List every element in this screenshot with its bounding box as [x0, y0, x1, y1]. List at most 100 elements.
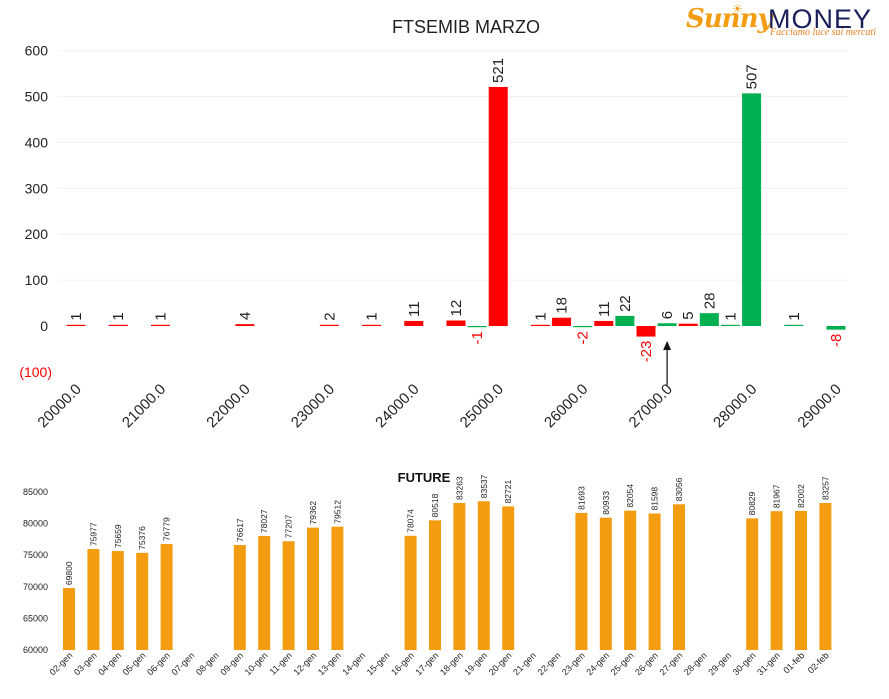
- x-tick-label: 20000.0: [34, 381, 84, 431]
- future-x-tick-label: 19-gen: [462, 650, 489, 677]
- data-label: 521: [490, 58, 507, 83]
- future-bar: [429, 520, 441, 650]
- x-tick-label: 27000.0: [626, 381, 676, 431]
- future-x-tick-label: 09-gen: [218, 650, 245, 677]
- bar: [109, 325, 128, 326]
- future-x-tick-label: 25-gen: [609, 650, 636, 677]
- chart-title: FTSEMIB MARZO: [392, 17, 540, 37]
- future-x-tick-label: 07-gen: [170, 650, 197, 677]
- bar: [827, 326, 846, 330]
- future-x-tick-label: 26-gen: [633, 650, 660, 677]
- future-chart-title: FUTURE: [398, 470, 451, 485]
- charts-canvas: FTSEMIB MARZO6005004003002001000(100)200…: [0, 0, 889, 699]
- bar: [552, 318, 571, 326]
- bar: [637, 326, 656, 337]
- data-label: 12: [448, 300, 465, 317]
- future-bar: [575, 513, 587, 650]
- data-label: 507: [744, 64, 761, 89]
- bar: [742, 93, 761, 326]
- x-tick-label: 26000.0: [541, 381, 591, 431]
- data-label: 1: [364, 312, 381, 320]
- data-label: 4: [237, 312, 254, 320]
- future-y-tick-label: 80000: [23, 519, 48, 529]
- future-data-label: 80518: [430, 493, 440, 517]
- future-y-tick-label: 60000: [23, 645, 48, 655]
- future-bar: [87, 549, 99, 650]
- future-x-tick-label: 30-gen: [731, 650, 758, 677]
- x-tick-label: 22000.0: [203, 381, 253, 431]
- future-bar: [63, 588, 75, 650]
- future-bar: [258, 536, 270, 650]
- future-x-tick-label: 22-gen: [536, 650, 563, 677]
- future-x-tick-label: 16-gen: [389, 650, 416, 677]
- future-data-label: 79362: [308, 501, 318, 525]
- data-label: 1: [786, 312, 803, 320]
- future-bar: [136, 553, 148, 650]
- x-tick-label: 28000.0: [710, 381, 760, 431]
- bar: [447, 320, 466, 326]
- future-data-label: 82054: [625, 484, 635, 508]
- bar: [235, 324, 254, 326]
- bar: [679, 324, 698, 326]
- future-data-label: 83257: [820, 476, 830, 500]
- bar: [573, 326, 592, 327]
- future-x-tick-label: 02-feb: [806, 650, 831, 675]
- bar: [404, 321, 423, 326]
- future-x-tick-label: 11-gen: [268, 650, 294, 676]
- y-tick-label: 400: [25, 134, 49, 150]
- bar: [151, 325, 170, 326]
- future-bar: [453, 503, 465, 650]
- future-y-tick-label: 85000: [23, 487, 48, 497]
- future-data-label: 81967: [772, 484, 782, 508]
- future-data-label: 76617: [235, 518, 245, 542]
- future-y-tick-label: 70000: [23, 582, 48, 592]
- x-tick-label: 21000.0: [119, 381, 169, 431]
- future-x-tick-label: 31-gen: [755, 650, 782, 677]
- future-x-tick-label: 03-gen: [72, 650, 99, 677]
- data-label: 5: [680, 311, 697, 319]
- data-label: 11: [596, 301, 613, 317]
- future-data-label: 77207: [284, 514, 294, 538]
- future-data-label: 80933: [601, 491, 611, 515]
- future-bar: [624, 511, 636, 650]
- y-tick-label: 200: [25, 226, 49, 242]
- bar: [721, 325, 740, 326]
- data-label: 1: [68, 312, 85, 320]
- future-bar: [478, 501, 490, 650]
- data-label: 18: [554, 297, 571, 314]
- future-bar: [307, 528, 319, 650]
- future-data-label: 78027: [259, 509, 269, 533]
- x-tick-label: 23000.0: [288, 381, 338, 431]
- x-tick-label: 29000.0: [794, 381, 844, 431]
- future-price-chart: FUTURE 85000 80000 75000 70000 65000 6000002-g…: [23, 470, 831, 677]
- future-data-label: 82721: [503, 479, 513, 503]
- future-x-tick-label: 28-gen: [682, 650, 709, 677]
- future-bar: [234, 545, 246, 650]
- bar: [468, 326, 487, 327]
- future-x-tick-label: 18-gen: [438, 650, 465, 677]
- future-x-tick-label: 20-gen: [487, 650, 514, 677]
- future-x-tick-label: 01-feb: [781, 650, 806, 675]
- future-bar: [771, 511, 783, 650]
- future-x-tick-label: 04-gen: [96, 650, 123, 677]
- future-data-label: 69800: [64, 561, 74, 585]
- data-label: 1: [152, 312, 169, 320]
- future-bar: [161, 544, 173, 650]
- bar: [594, 321, 613, 326]
- bar: [615, 316, 634, 326]
- future-bar: [600, 518, 612, 650]
- future-data-label: 75659: [113, 524, 123, 548]
- data-label: 2: [321, 312, 338, 320]
- y-tick-label: 600: [25, 43, 49, 59]
- future-x-tick-label: 15-gen: [365, 650, 392, 677]
- data-label: -1: [469, 331, 486, 344]
- y-tick-label: (100): [19, 364, 52, 380]
- data-label: 1: [110, 312, 127, 320]
- bar: [67, 325, 86, 326]
- future-data-label: 82002: [796, 484, 806, 508]
- future-data-label: 75376: [137, 526, 147, 550]
- future-bar: [283, 541, 295, 650]
- y-tick-label: 0: [40, 318, 48, 334]
- future-data-label: 81693: [576, 486, 586, 510]
- future-bar: [649, 514, 661, 650]
